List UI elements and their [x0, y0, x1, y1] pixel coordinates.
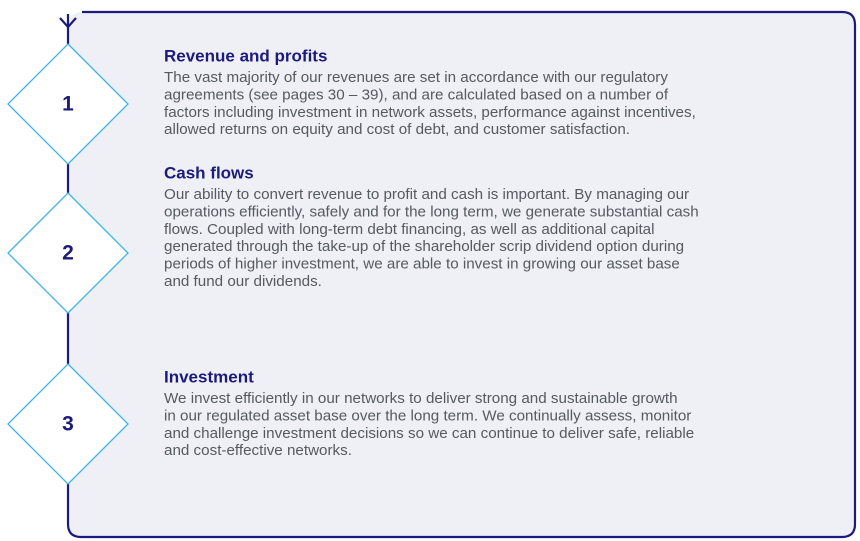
- panel-background: [68, 12, 855, 537]
- step-diamond: [7, 363, 129, 485]
- step-text-line: and challenge investment decisions so we…: [164, 425, 694, 442]
- step-diamond: [7, 43, 129, 165]
- step-title: Investment: [164, 367, 254, 386]
- step-number: 3: [62, 413, 74, 436]
- step-text-line: We invest efficiently in our networks to…: [164, 390, 678, 407]
- step-text-line: allowed returns on equity and cost of de…: [164, 121, 630, 138]
- step-text-line: and fund our dividends.: [164, 273, 322, 290]
- step-text-line: factors including investment in network …: [164, 104, 696, 121]
- step-diamond: [7, 192, 129, 314]
- flow-border: [66, 10, 857, 539]
- step-number: 1: [62, 93, 74, 116]
- step-text-line: generated through the take-up of the sha…: [164, 238, 684, 255]
- step-text-line: The vast majority of our revenues are se…: [164, 69, 668, 86]
- step-text-line: agreements (see pages 30 – 39), and are …: [164, 86, 669, 103]
- step-text-line: Our ability to convert revenue to profit…: [164, 186, 689, 203]
- step-title: Cash flows: [164, 163, 254, 182]
- step-number: 2: [62, 242, 74, 265]
- items: 1 Revenue and profits The vast majority of…: [7, 43, 699, 485]
- step-text-line: flows. Coupled with long-term debt finan…: [164, 221, 655, 238]
- step-text-line: in our regulated asset base over the lon…: [164, 407, 691, 424]
- arrow-head: [59, 17, 77, 29]
- step-text-line: periods of higher investment, we are abl…: [164, 256, 680, 273]
- step-title: Revenue and profits: [164, 46, 327, 65]
- step-text-line: operations efficiently, safely and for t…: [164, 203, 699, 220]
- step-text-line: and cost-effective networks.: [164, 442, 352, 459]
